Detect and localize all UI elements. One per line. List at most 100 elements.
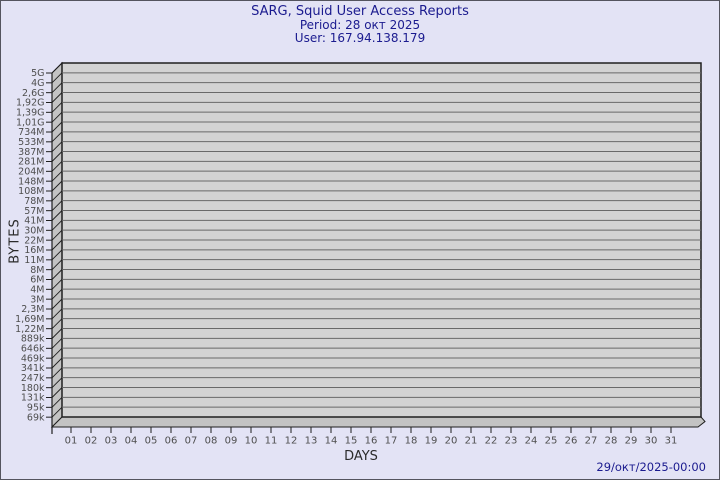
y-tick-label: 341k bbox=[21, 363, 45, 374]
chart-user: User: 167.94.138.179 bbox=[294, 31, 426, 45]
wall-grid-connector bbox=[51, 210, 63, 221]
wall-grid-connector bbox=[51, 249, 63, 261]
y-tick-label: 4M bbox=[30, 285, 44, 296]
wall-grid-connector bbox=[51, 279, 63, 290]
y-tick-label: 2,6G bbox=[22, 88, 44, 99]
wall-grid-connector bbox=[51, 269, 63, 280]
y-tick-label: 387M bbox=[18, 147, 44, 158]
wall-grid-connector bbox=[51, 180, 63, 192]
x-tick-label: 28 bbox=[605, 436, 618, 447]
x-tick-label: 21 bbox=[465, 436, 478, 447]
wall-grid-connector bbox=[51, 239, 63, 251]
x-tick-label: 05 bbox=[145, 436, 158, 447]
y-tick-label: 78M bbox=[24, 196, 44, 207]
wall-grid-connector bbox=[51, 259, 63, 270]
y-tick-label: 95k bbox=[27, 403, 45, 414]
y-tick-label: 8M bbox=[30, 265, 44, 276]
x-tick-label: 26 bbox=[565, 436, 578, 447]
wall-grid-connector bbox=[51, 288, 63, 300]
x-tick-label: 11 bbox=[265, 436, 278, 447]
wall-grid-connector bbox=[51, 151, 63, 162]
x-tick-label: 16 bbox=[365, 436, 378, 447]
x-tick-label: 13 bbox=[305, 436, 318, 447]
x-tick-label: 24 bbox=[525, 436, 538, 447]
y-tick-label: 108M bbox=[18, 186, 44, 197]
wall-grid-connector bbox=[51, 357, 63, 369]
y-tick-label: 1,39G bbox=[16, 108, 45, 119]
y-tick-label: 889k bbox=[21, 334, 45, 345]
wall-grid-connector bbox=[51, 397, 63, 408]
chart-header: SARG, Squid User Access Reports Period: … bbox=[1, 5, 719, 45]
chart-title: SARG, Squid User Access Reports bbox=[251, 4, 469, 19]
wall-grid-connector bbox=[51, 111, 63, 123]
y-tick-label: 180k bbox=[21, 383, 45, 394]
x-tick-label: 03 bbox=[105, 436, 118, 447]
x-tick-label: 31 bbox=[665, 436, 678, 447]
y-tick-label: 41M bbox=[24, 216, 44, 227]
x-tick-label: 25 bbox=[545, 436, 558, 447]
x-tick-label: 27 bbox=[585, 436, 598, 447]
x-tick-label: 10 bbox=[245, 436, 258, 447]
wall-grid-connector bbox=[51, 121, 63, 133]
y-tick-label: 247k bbox=[21, 373, 45, 384]
y-tick-label: 1,92G bbox=[16, 98, 45, 109]
generation-timestamp: 29/окт/2025-00:00 bbox=[596, 460, 706, 474]
wall-grid-connector bbox=[51, 200, 63, 211]
y-tick-label: 131k bbox=[21, 393, 45, 404]
y-tick-label: 646k bbox=[21, 344, 45, 355]
wall-grid-connector bbox=[51, 102, 63, 113]
wall-grid-connector bbox=[51, 161, 63, 172]
x-tick-label: 04 bbox=[125, 436, 138, 447]
wall-grid-connector bbox=[51, 170, 63, 182]
wall-grid-connector bbox=[51, 338, 63, 349]
x-tick-label: 09 bbox=[225, 436, 238, 447]
wall-grid-connector bbox=[51, 190, 63, 202]
wall-grid-connector bbox=[51, 387, 63, 398]
wall-grid-connector bbox=[51, 328, 63, 339]
wall-grid-connector bbox=[51, 298, 63, 310]
y-tick-label: 11M bbox=[24, 255, 44, 266]
wall-grid-connector bbox=[51, 229, 63, 241]
wall-grid-connector bbox=[51, 367, 63, 379]
y-tick-label: 16M bbox=[24, 245, 44, 256]
y-tick-label: 148M bbox=[18, 176, 44, 187]
y-tick-label: 1,01G bbox=[16, 117, 45, 128]
y-tick-label: 6M bbox=[30, 275, 44, 286]
wall-grid-connector bbox=[51, 347, 63, 359]
x-tick-label: 08 bbox=[205, 436, 218, 447]
x-tick-label: 14 bbox=[325, 436, 338, 447]
x-tick-label: 15 bbox=[345, 436, 358, 447]
y-tick-label: 1,22M bbox=[15, 324, 44, 335]
y-tick-label: 734M bbox=[18, 127, 44, 138]
wall-grid-connector bbox=[51, 62, 63, 74]
x-tick-label: 06 bbox=[165, 436, 178, 447]
y-tick-label: 1,69M bbox=[15, 314, 44, 325]
wall-grid-connector bbox=[51, 220, 63, 231]
wall-grid-connector bbox=[51, 141, 63, 152]
x-tick-label: 20 bbox=[445, 436, 458, 447]
y-tick-label: 57M bbox=[24, 206, 44, 217]
x-tick-label: 07 bbox=[185, 436, 198, 447]
wall-grid-connector bbox=[51, 308, 63, 320]
y-tick-label: 30M bbox=[24, 226, 44, 237]
x-axis-title: DAYS bbox=[344, 449, 378, 464]
x-tick-label: 02 bbox=[85, 436, 98, 447]
x-tick-label: 12 bbox=[285, 436, 298, 447]
wall-grid-connector bbox=[51, 377, 63, 388]
wall-grid-connector bbox=[51, 131, 63, 143]
y-tick-label: 281M bbox=[18, 157, 44, 168]
x-tick-label: 22 bbox=[485, 436, 498, 447]
x-tick-label: 01 bbox=[65, 436, 78, 447]
plot-floor bbox=[50, 416, 706, 428]
x-tick-label: 18 bbox=[405, 436, 418, 447]
x-tick-label: 19 bbox=[425, 436, 438, 447]
chart-period: Period: 28 окт 2025 bbox=[299, 18, 421, 32]
x-tick-label: 30 bbox=[645, 436, 658, 447]
x-tick-label: 23 bbox=[505, 436, 518, 447]
wall-grid-connector bbox=[51, 92, 63, 103]
y-tick-label: 204M bbox=[18, 167, 44, 178]
wall-grid-connector bbox=[51, 82, 63, 93]
y-tick-label: 3M bbox=[30, 294, 44, 305]
wall-grid-connector bbox=[51, 406, 63, 418]
